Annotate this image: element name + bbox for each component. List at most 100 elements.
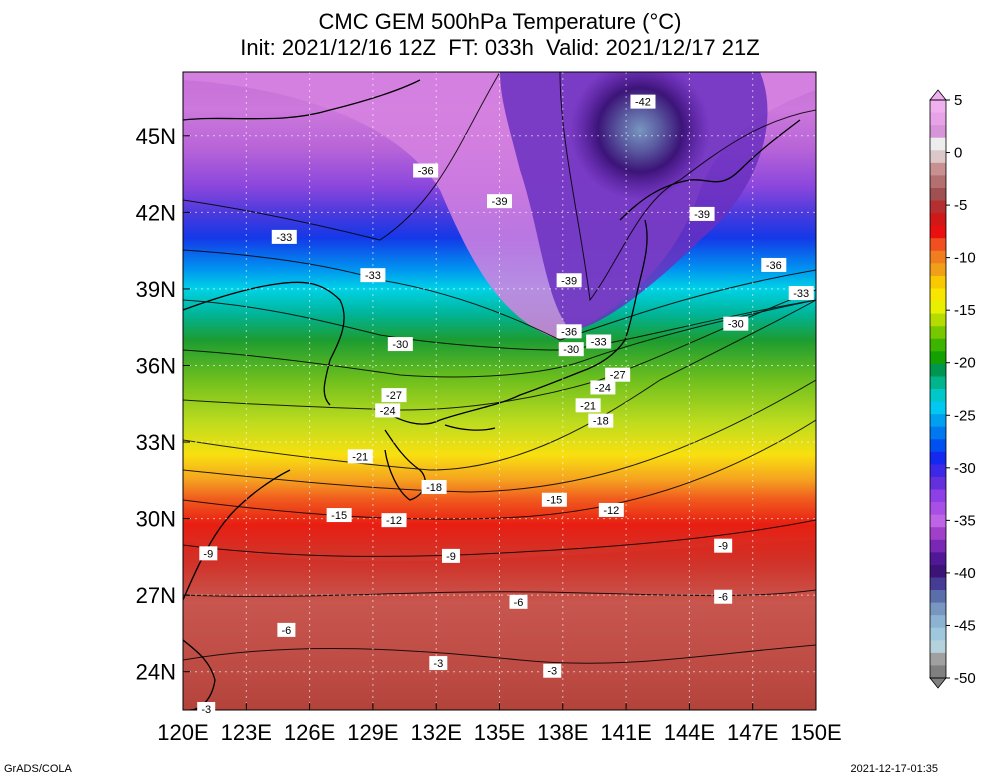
cold-core <box>570 72 710 200</box>
contour-label: -9 <box>203 548 213 560</box>
contour-label: -36 <box>561 326 577 338</box>
y-tick-label: 45N <box>136 124 176 149</box>
contour-label: -30 <box>392 339 408 351</box>
colorbar-swatch <box>930 376 946 390</box>
gridlines <box>183 72 816 710</box>
contour-label: -9 <box>446 551 456 563</box>
contour-label: -33 <box>591 337 607 349</box>
colorbar-label: 5 <box>954 92 962 109</box>
contour-label-bg <box>487 194 512 209</box>
colorbar-swatch <box>930 363 946 377</box>
colorbar-swatch <box>930 539 946 553</box>
colorbar-label: -45 <box>954 617 976 634</box>
colorbar-label: -5 <box>954 197 967 214</box>
coast-honshu <box>379 219 648 425</box>
x-tick-label: 126E <box>284 720 335 745</box>
contour-label-bg <box>387 337 413 352</box>
x-tick-label: 144E <box>664 720 715 745</box>
contour-label-bg <box>630 94 656 109</box>
contour-label-bg <box>788 286 814 301</box>
colorbar-swatch <box>930 464 946 478</box>
contour-label-bg <box>381 388 407 403</box>
contour-label: -21 <box>580 400 596 412</box>
contour-label: -33 <box>365 270 381 282</box>
colorbar-swatch <box>930 125 946 139</box>
colorbar-swatch <box>930 414 946 428</box>
colorbar-swatch <box>930 162 946 176</box>
x-tick-label: 120E <box>157 720 208 745</box>
colorbar-label: -10 <box>954 250 976 267</box>
x-tick-label: 123E <box>221 720 272 745</box>
colorbar-swatch <box>930 301 946 315</box>
contour-label-bg <box>598 502 624 517</box>
isotherm-contours <box>183 72 816 664</box>
colorbar-swatch <box>930 275 946 289</box>
contour-label: -33 <box>276 232 292 244</box>
colorbar-label: 0 <box>954 145 962 162</box>
contour-label-bg <box>199 546 218 561</box>
colorbar-swatch <box>930 112 946 126</box>
contour-label-bg <box>271 229 297 244</box>
colorbar-swatch <box>930 338 946 352</box>
contour-label-bg <box>575 398 601 413</box>
contour-label: -9 <box>718 541 728 553</box>
contour-label: -12 <box>603 505 619 517</box>
coast-hokkaido <box>619 119 801 221</box>
colorbar-label: -15 <box>954 302 976 319</box>
contour-label-bg <box>421 479 447 494</box>
contour-label-bg <box>556 273 582 288</box>
colorbar-frame <box>929 99 947 679</box>
colorbar-swatch <box>930 627 946 641</box>
contour-label-bg <box>590 380 616 395</box>
contour-label: -27 <box>610 370 626 382</box>
colorbar-swatch <box>930 313 946 327</box>
contour-label-bg <box>441 548 460 563</box>
colorbar-swatch <box>930 489 946 503</box>
footer-timestamp: 2021-12-17-01:35 <box>850 763 938 775</box>
colorbar-swatch <box>930 476 946 491</box>
colorbar-swatch <box>930 175 946 189</box>
contour-label: -6 <box>281 625 291 637</box>
y-tick-label: 33N <box>136 430 176 455</box>
colorbar-swatch <box>930 200 946 214</box>
y-tick-label: 27N <box>136 583 176 608</box>
contour-label-bg <box>723 316 749 331</box>
contour-label-bg <box>605 367 631 382</box>
contour-label: -21 <box>352 451 368 463</box>
colorbar-swatch <box>930 250 946 264</box>
colorbar-swatch <box>930 451 946 465</box>
colorbar-swatch <box>930 426 946 440</box>
colorbar-swatch <box>930 150 946 164</box>
contour-label-bg <box>277 622 296 637</box>
contour-label-bg <box>360 268 386 283</box>
contour-label: -30 <box>563 344 579 356</box>
x-tick-label: 132E <box>411 720 462 745</box>
contour-label-bg <box>543 663 562 678</box>
contour-label: -24 <box>595 382 611 394</box>
colorbar-label: -35 <box>954 512 976 529</box>
colorbar-swatch <box>930 527 946 541</box>
contour-label: -39 <box>492 196 508 208</box>
colorbar-top-arrow <box>929 89 947 101</box>
colorbar-swatch <box>930 351 946 365</box>
x-tick-label: 138E <box>537 720 588 745</box>
x-tick-label: 135E <box>474 720 525 745</box>
colorbar-label: -50 <box>954 670 976 687</box>
colorbar-swatch <box>930 263 946 277</box>
contour-label-bg <box>556 324 582 339</box>
colorbar-swatch <box>930 401 946 415</box>
colorbar: 5 0 -5 -10 -15 -20 -25 -30 -35 -40 -45 -50 <box>929 89 976 689</box>
contour-label-bg <box>588 413 614 428</box>
colorbar-swatch <box>930 602 946 616</box>
x-axis: 120E 123E 126E 129E 132E 135E 138E 141E 144E 147E… <box>157 703 842 745</box>
coastlines <box>183 79 801 710</box>
colorbar-swatch <box>930 225 946 239</box>
colorbar-swatch <box>930 439 946 453</box>
colorbar-swatch <box>930 502 946 516</box>
colorbar-swatch <box>930 213 946 227</box>
x-tick-label: 150E <box>790 720 841 745</box>
contour-label: -27 <box>386 390 402 402</box>
colorbar-swatch <box>930 187 946 202</box>
colorbar-label: -25 <box>954 407 976 424</box>
contour-label: -33 <box>793 288 809 300</box>
